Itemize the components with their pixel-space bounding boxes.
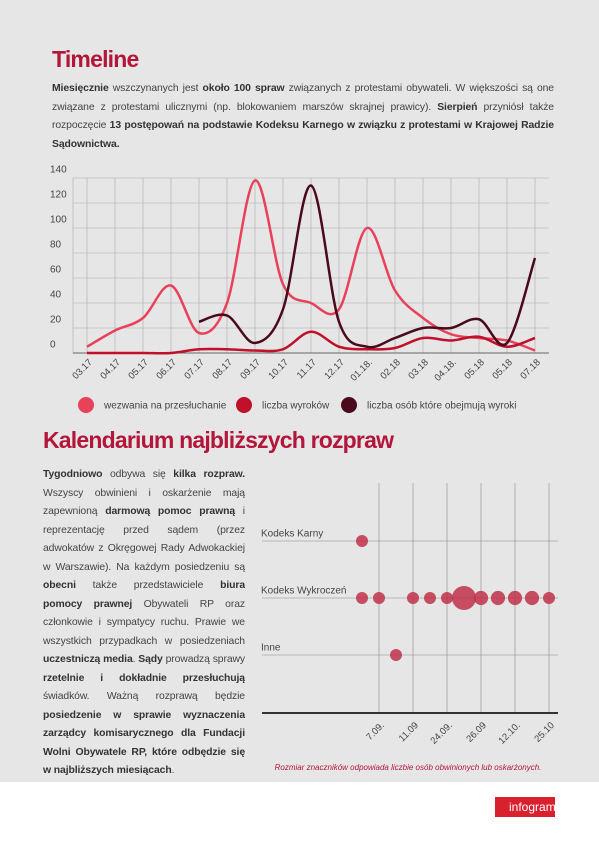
row-label: Kodeks Karny bbox=[261, 529, 323, 540]
bubble bbox=[390, 649, 402, 661]
text-run: i reprezentację przed sądem (przez adwok… bbox=[43, 506, 245, 573]
series-line bbox=[87, 330, 536, 355]
x-tick-label: 05.17 bbox=[126, 357, 151, 382]
series-line bbox=[86, 179, 536, 352]
text-run: Miesięcznie bbox=[52, 83, 109, 94]
text-run: darmową pomoc prawną bbox=[105, 506, 236, 517]
series-line bbox=[198, 184, 537, 349]
y-tick-label: 120 bbox=[50, 190, 67, 201]
bubble bbox=[441, 592, 453, 604]
row-label: Kodeks Wykroczeń bbox=[261, 586, 347, 597]
calendar-heading: Kalendarium najbliższych rozpraw bbox=[43, 427, 394, 453]
x-tick-label: 26.09 bbox=[464, 720, 489, 745]
text-run: . bbox=[171, 765, 175, 776]
text-run: . bbox=[132, 654, 139, 665]
x-tick-label: 04.18. bbox=[432, 357, 458, 383]
text-run: świadków. Ważną rozprawą będzie bbox=[43, 691, 245, 702]
text-run: Obywateli RP oraz członkowie i sympatycy… bbox=[43, 598, 245, 647]
x-tick-label: 25.10 bbox=[532, 720, 557, 745]
text-run: Sądy bbox=[138, 654, 163, 665]
x-tick-label: 04.17 bbox=[98, 357, 123, 382]
x-tick-label: 11.09 bbox=[397, 720, 421, 744]
legend-label: liczba wyroków bbox=[262, 401, 330, 412]
y-tick-label: 100 bbox=[50, 215, 67, 226]
text-run: około 100 spraw bbox=[202, 83, 285, 94]
bubble bbox=[524, 590, 540, 606]
y-tick-label: 140 bbox=[50, 165, 67, 176]
x-tick-label: 08.17 bbox=[210, 357, 235, 382]
text-run: Sierpień bbox=[437, 101, 478, 113]
y-tick-label: 0 bbox=[50, 340, 56, 351]
timeline-heading: Timeline bbox=[52, 46, 139, 72]
text-run: biura pomocy prawnej bbox=[43, 580, 245, 610]
chart-note: Rozmiar znaczników odpowiada liczbie osó… bbox=[275, 763, 542, 772]
text-run: kilka rozpraw. bbox=[173, 469, 245, 480]
bubble bbox=[543, 592, 555, 604]
legend-marker bbox=[78, 397, 94, 413]
legend-label: liczba osób które obejmują wyroki bbox=[367, 401, 517, 412]
bubble bbox=[424, 592, 436, 604]
x-tick-label: 07.17 bbox=[182, 357, 207, 382]
bubble bbox=[407, 592, 419, 604]
bubble bbox=[356, 535, 368, 547]
x-tick-label: 11.17 bbox=[295, 357, 319, 381]
bubble bbox=[507, 590, 523, 606]
x-tick-label: 02.18 bbox=[378, 357, 403, 382]
text-run: Wszyscy obwinieni i oskarżenie mają zape… bbox=[43, 487, 245, 518]
text-run: obecni bbox=[43, 580, 76, 591]
x-tick-label: 10.17 bbox=[266, 357, 291, 382]
text-run: związanych z protestami obywateli. W wię… bbox=[52, 83, 554, 113]
bubble bbox=[373, 592, 385, 604]
bubble bbox=[356, 592, 368, 604]
bubble bbox=[473, 590, 489, 606]
x-tick-label: 03.17 bbox=[70, 357, 95, 382]
brand-tag: infogram bbox=[495, 797, 556, 817]
text-run: 13 postępowań na podstawie Kodeksu Karne… bbox=[52, 120, 554, 150]
text-run: wszczynanych jest bbox=[108, 83, 203, 94]
legend-label: wezwania na przesłuchanie bbox=[103, 401, 227, 412]
text-run: przyniósł także rozpoczęcie bbox=[52, 101, 554, 132]
x-tick-label: 24.09. bbox=[428, 720, 454, 746]
x-tick-label: 05.18 bbox=[462, 357, 487, 382]
x-tick-label: 01.18. bbox=[348, 357, 374, 383]
timeline-text: Miesięcznie wszczynanych jest około 100 … bbox=[52, 80, 554, 154]
legend-marker bbox=[236, 397, 252, 413]
text-run: prowadzą sprawy bbox=[162, 654, 245, 665]
legend-marker bbox=[341, 397, 357, 413]
x-tick-label: 06.17 bbox=[154, 357, 179, 382]
x-tick-label: 07.18 bbox=[518, 357, 543, 382]
x-tick-label: 05.18 bbox=[490, 357, 515, 382]
y-tick-label: 40 bbox=[50, 290, 62, 301]
x-tick-label: 03.18 bbox=[406, 357, 431, 382]
bubble bbox=[490, 590, 506, 606]
text-run: rzetelnie i dokładnie przesłuchują bbox=[43, 672, 245, 684]
text-run: uczestniczą media bbox=[43, 654, 133, 665]
x-tick-label: 09.17 bbox=[238, 357, 263, 382]
text-run: odbywa się bbox=[102, 469, 174, 480]
y-tick-label: 80 bbox=[50, 240, 62, 251]
text-run: Tygodniowo bbox=[43, 469, 103, 480]
row-label: Inne bbox=[261, 643, 281, 654]
y-tick-label: 20 bbox=[50, 315, 62, 326]
y-tick-label: 60 bbox=[50, 265, 62, 276]
text-run: także przedstawiciele bbox=[75, 580, 221, 591]
x-tick-label: 12.17 bbox=[322, 357, 347, 382]
x-tick-label: 7.09. bbox=[364, 720, 387, 743]
bubble bbox=[452, 586, 476, 610]
x-tick-label: 12.10. bbox=[496, 720, 522, 746]
calendar-text: Tygodniowo odbywa się kilka rozpraw. Wsz… bbox=[43, 466, 245, 786]
text-run: posiedzenie w sprawie wyznaczenia zarząd… bbox=[43, 709, 245, 777]
